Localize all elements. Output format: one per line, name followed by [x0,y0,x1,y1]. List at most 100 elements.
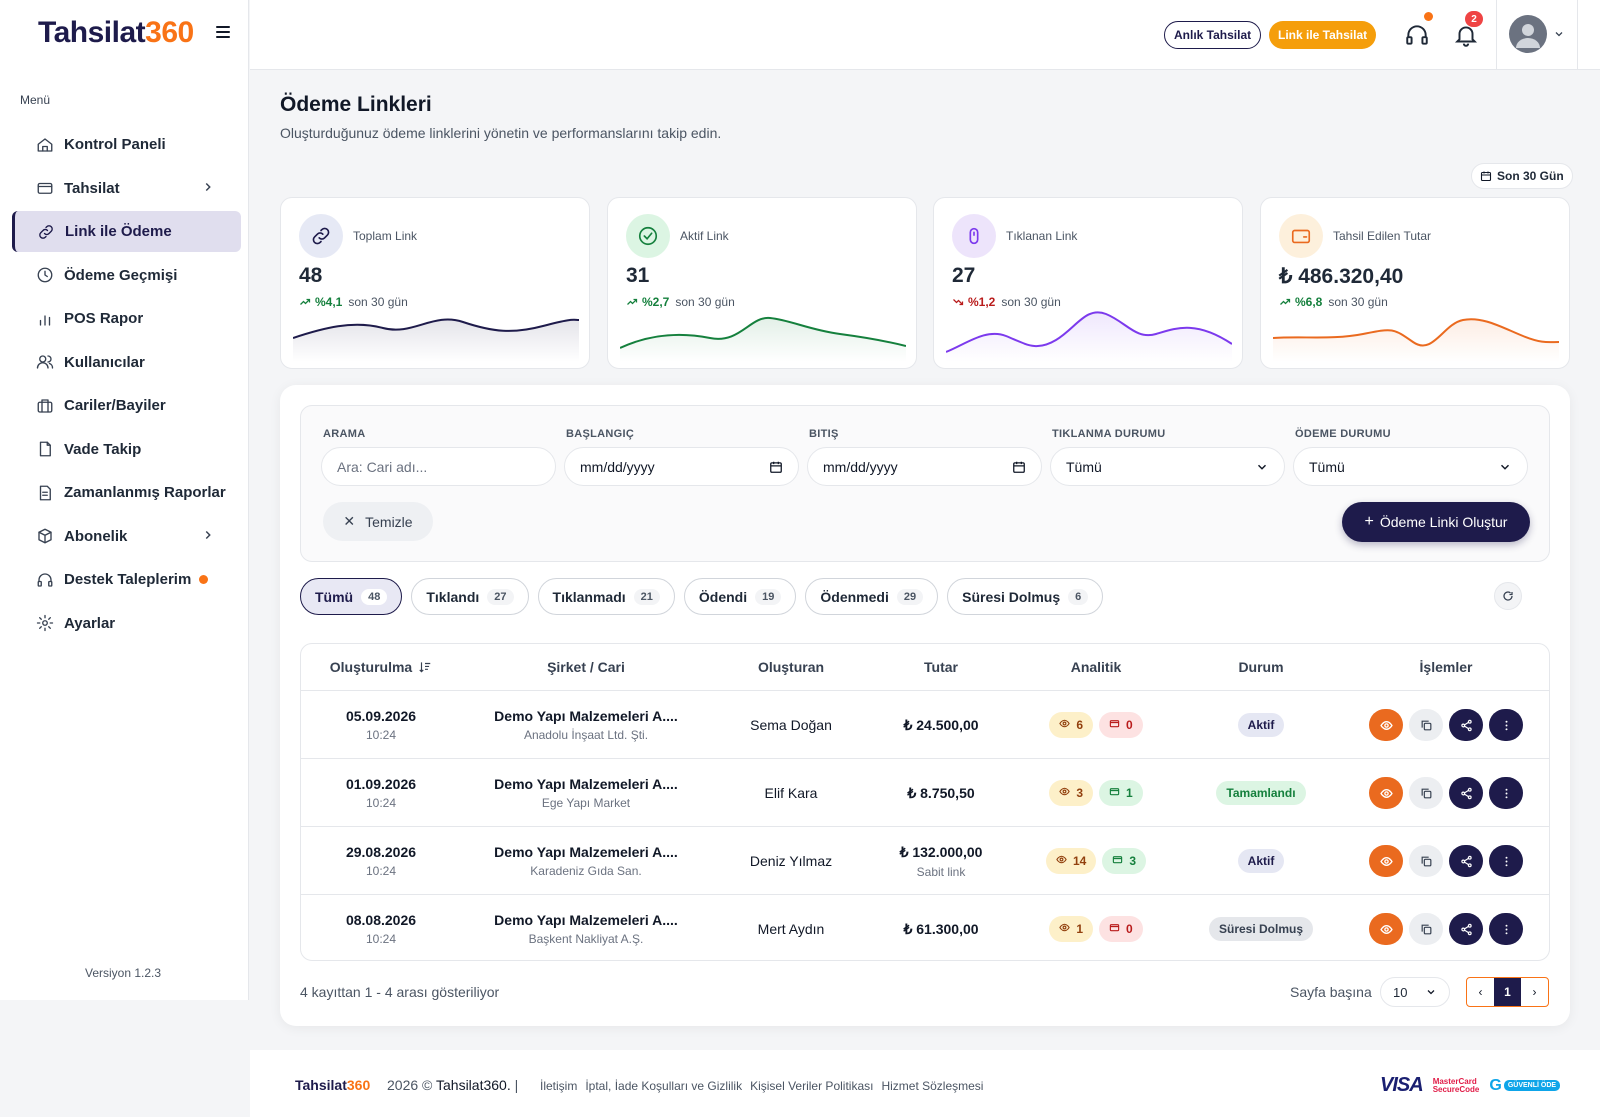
sidebar-item-cariler-bayiler[interactable]: Cariler/Bayiler [12,385,241,426]
sidebar-item-link-ile-odeme[interactable]: Link ile Ödeme [12,211,241,252]
click-status-select[interactable]: Tümü [1050,447,1285,486]
clear-filters-button[interactable]: ✕ Temizle [323,502,433,541]
sidebar-item-odeme-gecmisi[interactable]: Ödeme Geçmişi [12,255,241,296]
share-icon[interactable] [1449,709,1483,741]
tab-label: Ödendi [698,588,748,605]
create-payment-link-button[interactable]: + Ödeme Linki Oluştur [1342,502,1530,542]
sidebar-item-label: Kontrol Paneli [64,136,166,153]
view-icon[interactable] [1369,709,1403,741]
clear-filters-label: Temizle [365,513,413,530]
next-page-button[interactable]: › [1532,985,1537,999]
footer-link-hizmet-sozlesmesi[interactable]: Hizmet Sözleşmesi [881,1079,984,1093]
sidebar-item-tahsilat[interactable]: Tahsilat [12,168,241,209]
actions-cell [1341,759,1549,827]
bell-icon[interactable] [1453,22,1479,48]
search-group: ARAMA Ara: Cari adı... [321,428,556,486]
sidebar-item-label: Ayarlar [64,614,116,632]
per-page-select[interactable]: 10 [1380,977,1450,1007]
created-cell: 01.09.2026 10:24 [301,759,461,827]
payment-status-value: Tümü [1309,458,1345,475]
cari-name: Karadeniz Gıda San. [530,864,642,878]
gear-icon [36,614,54,632]
trend-up-icon [1280,298,1291,305]
more-icon[interactable] [1489,845,1523,877]
footer-link-iletisim[interactable]: İletişim [540,1079,578,1093]
views-count: 3 [1076,786,1083,800]
sidebar-item-destek-taleplerim[interactable]: Destek Taleplerim [12,559,241,600]
start-date-label: BAŞLANGIÇ [566,428,635,440]
payment-status-select[interactable]: Tümü [1293,447,1528,486]
tab-count: 21 [633,588,660,605]
share-icon[interactable] [1449,845,1483,877]
sidebar-item-label: Vade Takip [64,440,142,458]
calendar-icon[interactable] [1012,460,1026,474]
copy-icon[interactable] [1409,777,1443,809]
creator-cell: Elif Kara [711,759,871,827]
view-icon[interactable] [1369,913,1403,945]
notification-dot [199,575,209,584]
chevron-down-icon[interactable] [1553,27,1565,45]
created-header[interactable]: Oluşturulma [301,644,461,690]
sidebar-item-ayarlar[interactable]: Ayarlar [12,603,241,644]
click-status-value: Tümü [1066,458,1102,475]
search-input[interactable]: Ara: Cari adı... [321,447,556,486]
app-logo[interactable]: Tahsilat360 [38,16,194,49]
end-date-input[interactable]: mm/dd/yyyy [807,447,1042,486]
footer-link-iptal-iade-kosullari-ve-gizlilik[interactable]: İptal, İade Koşulları ve Gizlilik [585,1079,743,1093]
start-date-input[interactable]: mm/dd/yyyy [564,447,799,486]
more-icon[interactable] [1489,709,1523,741]
sidebar-item-pos-rapor[interactable]: POS Rapor [12,298,241,339]
stat-value: 31 [626,264,650,287]
end-date-value: mm/dd/yyyy [823,458,898,475]
tab-count: 27 [487,588,514,605]
stat-label: Tıklanan Link [1006,229,1078,243]
refresh-icon[interactable] [1494,582,1522,610]
more-icon[interactable] [1489,777,1523,809]
notification-badge: 2 [1465,11,1483,27]
footer-link-kisisel-veriler-politikasi[interactable]: Kişisel Veriler Politikası [750,1079,874,1093]
prev-page-button[interactable]: ‹ [1478,985,1483,999]
version-label: Versiyon 1.2.3 [85,966,162,980]
more-icon[interactable] [1489,913,1523,945]
sidebar-item-abonelik[interactable]: Abonelik [12,516,241,557]
card-icon [1109,922,1120,936]
secure-payment-logo: G GÜVENLİ ÖDE [1489,1077,1561,1095]
instant-collection-button[interactable]: Anlık Tahsilat [1164,21,1262,49]
copy-icon[interactable] [1409,709,1443,741]
share-icon[interactable] [1449,777,1483,809]
copy-icon[interactable] [1409,845,1443,877]
tab-tiklandi[interactable]: Tıklandı 27 [411,578,529,615]
headset-icon [36,571,54,589]
stat-label: Tahsil Edilen Tutar [1333,229,1432,243]
hamburger-menu-icon[interactable] [216,26,230,38]
view-icon[interactable] [1369,777,1403,809]
current-page-button[interactable]: 1 [1494,978,1521,1006]
sidebar-item-kontrol-paneli[interactable]: Kontrol Paneli [12,124,241,165]
tab-tumu[interactable]: Tümü 48 [300,578,403,615]
calendar-icon[interactable] [769,460,783,474]
sidebar-item-zamanlanmis-raporlar[interactable]: Zamanlanmış Raporlar [12,472,241,513]
stat-trend: %6,8 son 30 gün [1279,295,1388,309]
view-icon[interactable] [1369,845,1403,877]
users-icon [36,353,54,371]
headset-icon[interactable] [1404,22,1430,48]
stat-trend-percent: %1,2 [968,295,996,309]
status-badge: Süresi Dolmuş [1208,917,1314,941]
sidebar-item-kullanicilar[interactable]: Kullanıcılar [12,342,241,383]
copy-icon[interactable] [1409,913,1443,945]
link-collection-button[interactable]: Link ile Tahsilat [1269,21,1377,49]
tab-odendi[interactable]: Ödendi 19 [683,578,797,615]
tab-suresi-dolmus[interactable]: Süresi Dolmuş 6 [947,578,1104,615]
stat-value: 27 [952,264,976,287]
share-icon[interactable] [1449,913,1483,945]
tab-odenmedi[interactable]: Ödenmedi 29 [805,578,939,615]
amount-value: ₺ 8.750,50 [907,784,975,801]
avatar[interactable] [1509,15,1547,53]
column-header-label: Şirket / Cari [547,659,625,675]
start-date-value: mm/dd/yyyy [580,458,655,475]
sort-icon[interactable] [418,660,432,674]
date-range-button[interactable]: Son 30 Gün [1471,163,1573,189]
chevron-right-icon [201,180,215,198]
sidebar-item-vade-takip[interactable]: Vade Takip [12,429,241,470]
tab-tiklanmadi[interactable]: Tıklanmadı 21 [537,578,675,615]
